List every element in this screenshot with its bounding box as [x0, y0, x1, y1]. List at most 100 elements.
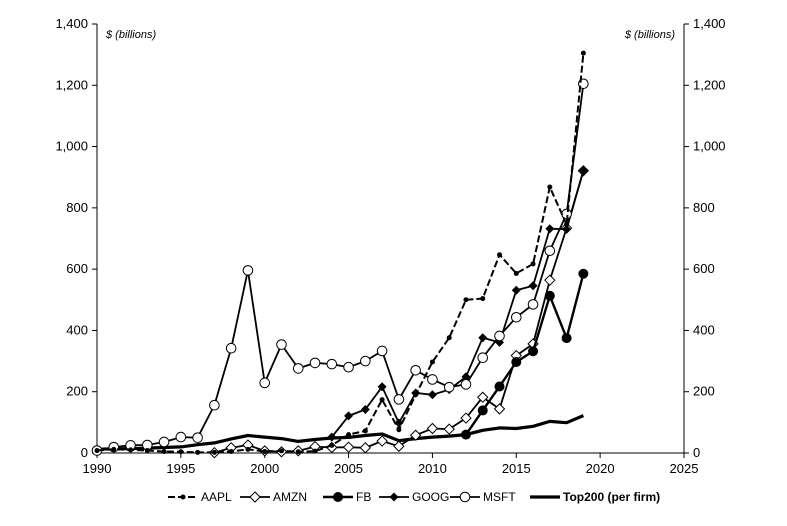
data-point-goog	[360, 404, 370, 414]
data-point-aapl	[580, 50, 586, 56]
data-point-aapl	[312, 448, 318, 454]
data-point-fb	[477, 405, 488, 416]
series-line-amzn	[214, 170, 585, 454]
data-point-msft	[175, 431, 187, 443]
data-point-aapl	[396, 427, 402, 433]
data-point-amzn	[544, 274, 556, 286]
legend-item-amzn: AMZN	[240, 490, 307, 504]
data-point-amzn	[443, 423, 455, 435]
y-tick-label-right: 600	[693, 261, 715, 276]
data-point-amzn	[426, 422, 439, 435]
data-point-aapl	[530, 261, 536, 267]
x-tick-label: 1990	[83, 461, 112, 476]
data-point-msft	[494, 330, 505, 342]
data-point-amzn	[359, 442, 372, 454]
data-point-amzn	[493, 403, 506, 415]
series-goog	[327, 165, 588, 442]
series-amzn	[208, 165, 590, 459]
data-point-msft	[242, 265, 254, 276]
data-point-goog	[461, 372, 471, 382]
data-point-fb	[561, 333, 572, 344]
y-tick-label-left: 1,200	[55, 77, 88, 92]
y-tick-label-left: 400	[66, 322, 88, 337]
y-tick-label-left: 0	[81, 445, 88, 460]
x-tick-label: 2000	[250, 461, 279, 476]
data-point-goog	[528, 281, 538, 291]
legend-item-fb: FB	[323, 490, 371, 504]
y-tick-label-left: 1,400	[55, 16, 88, 31]
legend-label-top200-per-firm: Top200 (per firm)	[563, 490, 660, 504]
data-point-aapl	[329, 442, 335, 448]
data-point-goog	[545, 224, 555, 234]
y-tick-label-right: 1,000	[693, 139, 726, 154]
data-point-goog	[511, 285, 521, 295]
data-point-aapl	[547, 184, 553, 190]
series-aapl	[94, 50, 586, 455]
legend-item-msft: MSFT	[450, 490, 516, 504]
data-point-aapl	[497, 252, 503, 258]
x-tick-label: 2010	[418, 461, 447, 476]
x-tick-label: 2025	[670, 461, 699, 476]
data-point-msft	[158, 436, 170, 448]
data-point-amzn	[477, 391, 489, 403]
data-point-aapl	[128, 447, 134, 453]
axes	[92, 23, 689, 458]
data-point-msft	[209, 399, 220, 411]
legend-label-amzn: AMZN	[273, 490, 307, 504]
data-point-goog	[578, 165, 588, 175]
y-tick-label-left: 200	[66, 384, 88, 399]
legend-item-goog: GOOG	[379, 490, 449, 504]
series-line-aapl	[96, 53, 585, 454]
series-line-msft	[96, 83, 585, 452]
data-point-aapl	[195, 449, 201, 455]
x-tick-label: 2015	[502, 461, 531, 476]
data-point-aapl	[144, 448, 150, 454]
data-point-msft	[360, 355, 371, 367]
legend-marker-amzn	[249, 491, 261, 503]
data-point-aapl	[178, 449, 184, 455]
data-point-goog	[562, 224, 572, 234]
data-point-amzn	[409, 429, 422, 441]
data-point-aapl	[278, 448, 284, 454]
legend-marker-aapl	[180, 494, 186, 500]
data-point-goog	[377, 382, 387, 392]
data-point-msft	[510, 311, 522, 323]
y-tick-label-right: 1,200	[693, 77, 726, 92]
data-point-aapl	[346, 432, 352, 438]
data-point-aapl	[564, 221, 570, 227]
series-line-top200-per-firm	[96, 414, 585, 451]
data-point-msft	[443, 381, 455, 393]
y-unit-label-right: $ (billions)	[624, 29, 675, 41]
legend-marker-goog	[389, 492, 399, 502]
data-point-msft	[460, 379, 472, 390]
y-tick-label-right: 800	[693, 200, 715, 215]
data-point-msft	[376, 345, 388, 357]
data-point-goog	[478, 333, 488, 343]
y-tick-label-left: 1,000	[55, 139, 88, 154]
data-point-aapl	[362, 428, 368, 434]
data-point-msft	[527, 299, 539, 310]
data-point-aapl	[245, 446, 251, 452]
data-point-msft	[410, 364, 421, 376]
data-point-msft	[544, 245, 556, 257]
x-tick-label: 2020	[586, 461, 615, 476]
data-point-msft	[309, 357, 321, 369]
data-point-goog	[394, 418, 404, 428]
data-point-msft	[326, 358, 338, 370]
data-point-aapl	[480, 296, 486, 302]
data-point-fb	[544, 290, 555, 301]
series-line-goog	[331, 170, 585, 438]
legend-label-aapl: AAPL	[201, 490, 232, 504]
data-point-msft	[276, 339, 287, 350]
data-point-amzn	[460, 412, 472, 424]
series-msft	[91, 78, 589, 456]
data-point-msft	[292, 363, 304, 374]
legend-item-aapl: AAPL	[168, 490, 232, 504]
x-tick-label: 2005	[334, 461, 363, 476]
data-point-goog	[327, 432, 337, 442]
data-point-aapl	[262, 448, 268, 454]
data-point-aapl	[211, 449, 217, 455]
data-point-goog	[344, 411, 354, 421]
data-point-amzn	[393, 440, 405, 452]
